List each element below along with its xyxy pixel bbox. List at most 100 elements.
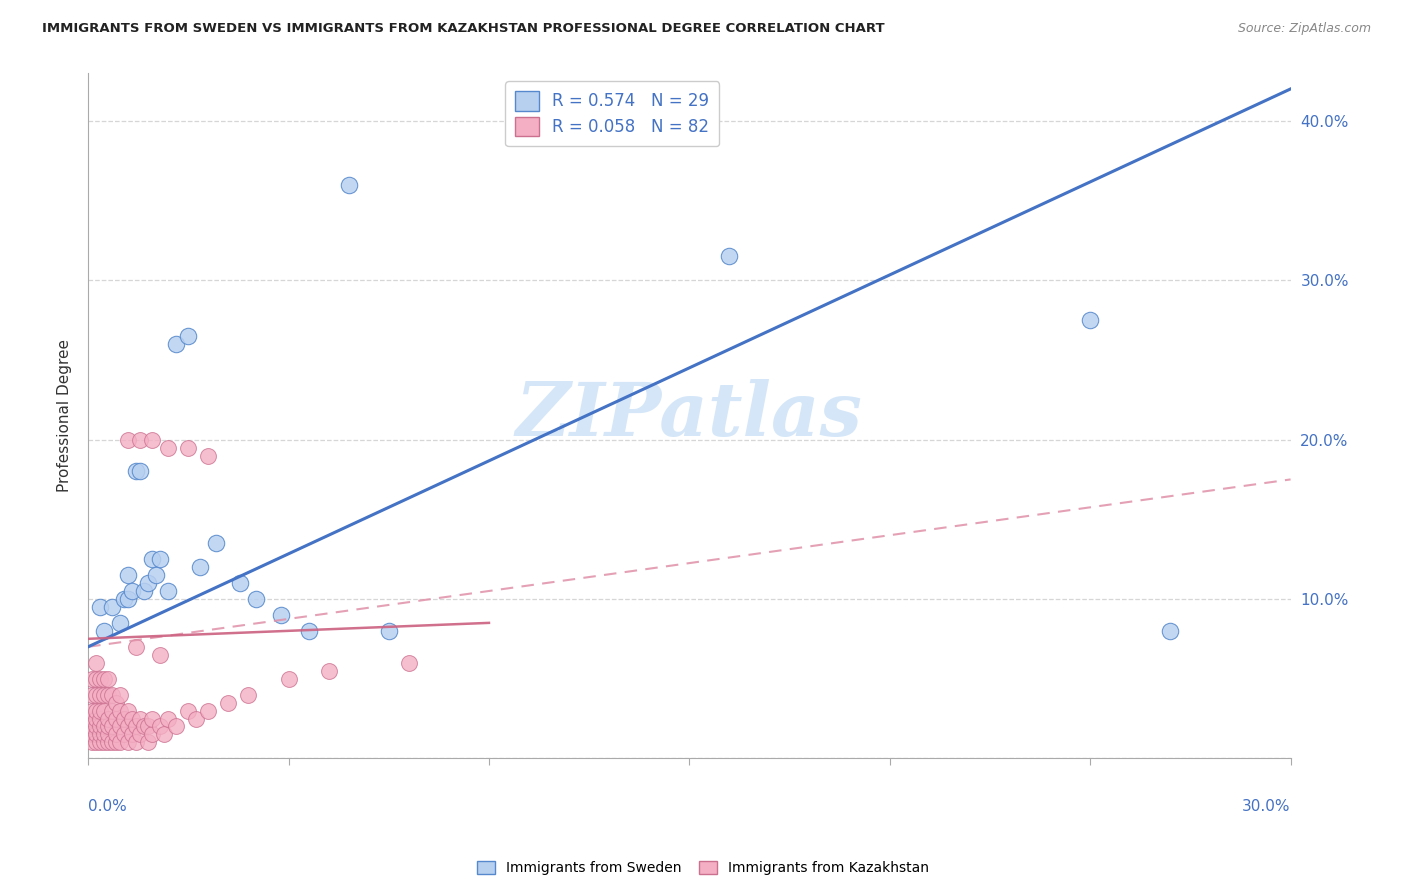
Point (84, 656, 107, 670)
Point (93, 672, 115, 686)
Point (134, 719, 156, 733)
Point (110, 719, 132, 733)
Point (125, 465, 148, 479)
Point (97, 727, 120, 741)
Point (84, 735, 107, 749)
Point (1159, 624, 1181, 638)
Point (97, 688, 120, 702)
Legend: Immigrants from Sweden, Immigrants from Kazakhstan: Immigrants from Sweden, Immigrants from … (471, 855, 935, 880)
Point (82, 727, 104, 741)
Point (105, 727, 128, 741)
Point (177, 329, 200, 343)
Point (105, 735, 128, 749)
Text: 0.0%: 0.0% (89, 799, 127, 814)
Point (89, 704, 111, 718)
Point (245, 591, 267, 606)
Point (84, 672, 107, 686)
Point (89, 672, 111, 686)
Point (129, 727, 152, 741)
Point (101, 704, 124, 718)
Point (129, 433, 152, 447)
Point (177, 441, 200, 455)
Point (197, 704, 219, 718)
Point (398, 656, 420, 670)
Point (110, 688, 132, 702)
Point (112, 591, 135, 606)
Text: IMMIGRANTS FROM SWEDEN VS IMMIGRANTS FROM KAZAKHSTAN PROFESSIONAL DEGREE CORRELA: IMMIGRANTS FROM SWEDEN VS IMMIGRANTS FRO… (42, 22, 884, 36)
Point (238, 688, 260, 702)
Point (165, 719, 187, 733)
Point (205, 536, 228, 550)
Text: ZIPatlas: ZIPatlas (516, 379, 863, 452)
Point (101, 599, 124, 614)
Point (718, 249, 741, 263)
Point (82, 688, 104, 702)
Point (97, 672, 120, 686)
Point (229, 576, 252, 591)
Point (84, 688, 107, 702)
Point (141, 433, 163, 447)
Point (153, 727, 176, 741)
Point (121, 711, 143, 725)
Point (112, 711, 135, 725)
Point (165, 337, 187, 351)
Point (190, 560, 212, 574)
Point (101, 688, 124, 702)
Point (149, 648, 172, 662)
Legend: R = 0.574   N = 29, R = 0.058   N = 82: R = 0.574 N = 29, R = 0.058 N = 82 (505, 81, 718, 146)
Point (149, 719, 172, 733)
Point (82, 672, 104, 686)
Point (97, 719, 120, 733)
Point (89, 735, 111, 749)
Point (157, 584, 180, 599)
Point (97, 735, 120, 749)
Point (121, 584, 143, 599)
Text: Source: ZipAtlas.com: Source: ZipAtlas.com (1237, 22, 1371, 36)
Point (89, 599, 111, 614)
Point (93, 688, 115, 702)
Point (93, 624, 115, 638)
Y-axis label: Professional Degree: Professional Degree (58, 339, 72, 492)
Point (93, 735, 115, 749)
Point (117, 568, 139, 582)
Point (136, 576, 159, 591)
Point (186, 711, 208, 725)
Point (82, 719, 104, 733)
Point (105, 711, 128, 725)
Point (117, 433, 139, 447)
Point (125, 719, 148, 733)
Point (117, 735, 139, 749)
Point (121, 727, 143, 741)
Point (112, 727, 135, 741)
Point (110, 704, 132, 718)
Point (277, 672, 299, 686)
Point (117, 719, 139, 733)
Point (270, 607, 292, 622)
Point (197, 449, 219, 463)
Point (82, 704, 104, 718)
Point (97, 711, 120, 725)
Point (82, 711, 104, 725)
Point (125, 640, 148, 654)
Point (117, 591, 139, 606)
Point (82, 735, 104, 749)
Point (145, 568, 167, 582)
Point (125, 735, 148, 749)
Point (217, 696, 239, 710)
Point (110, 735, 132, 749)
Point (337, 178, 360, 192)
Point (157, 711, 180, 725)
Point (157, 441, 180, 455)
Point (1078, 313, 1101, 327)
Point (134, 584, 156, 599)
Point (105, 696, 128, 710)
Point (110, 615, 132, 630)
Point (101, 735, 124, 749)
Point (129, 711, 152, 725)
Point (89, 688, 111, 702)
Point (129, 465, 152, 479)
Point (89, 719, 111, 733)
Point (141, 727, 163, 741)
Text: 30.0%: 30.0% (1241, 799, 1291, 814)
Point (117, 704, 139, 718)
